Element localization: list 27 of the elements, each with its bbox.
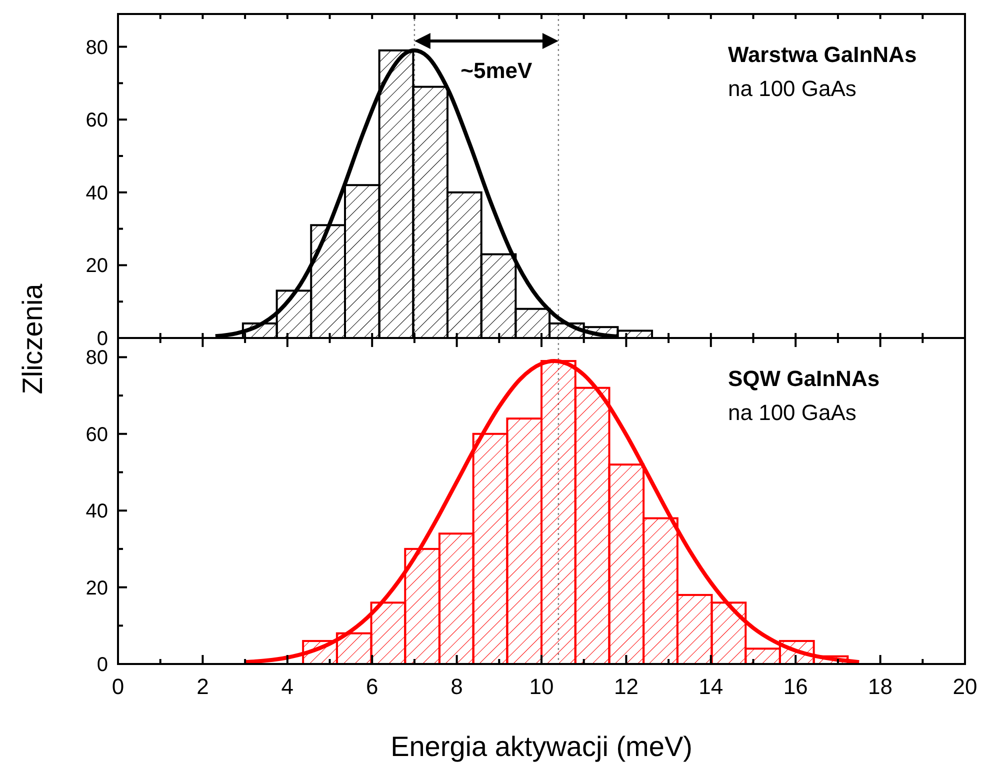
y-tick-label: 20 — [86, 255, 108, 278]
y-tick-label: 80 — [86, 36, 108, 59]
x-tick-label: 16 — [783, 674, 808, 699]
y-tick-label: 40 — [86, 500, 108, 523]
y-tick-label: 20 — [86, 577, 108, 600]
y-tick-label: 0 — [96, 654, 108, 676]
x-axis-title: Energia aktywacji (meV) — [390, 731, 692, 762]
y-tick-label: 40 — [86, 182, 108, 204]
annotation: SQW GaInNAs — [728, 366, 880, 391]
x-tick-label: 14 — [698, 674, 724, 699]
y-tick-label: 60 — [86, 424, 108, 446]
annotation: na 100 GaAs — [728, 76, 856, 101]
x-tick-label: 8 — [450, 674, 463, 699]
annotation: ~5meV — [460, 58, 533, 83]
y-tick-label: 60 — [86, 110, 108, 132]
x-tick-label: 10 — [529, 674, 554, 699]
y-axis-title: Zliczenia — [17, 283, 48, 394]
x-tick-label: 2 — [196, 674, 209, 699]
x-tick-label: 6 — [366, 674, 378, 699]
y-tick-label: 80 — [86, 347, 108, 370]
x-tick-label: 4 — [281, 674, 294, 699]
x-tick-label: 18 — [868, 674, 893, 699]
annotation: Warstwa GaInNAs — [728, 42, 917, 67]
x-tick-label: 20 — [952, 674, 978, 699]
x-tick-label: 12 — [614, 674, 638, 699]
annotation: na 100 GaAs — [728, 400, 856, 425]
y-tick-label: 0 — [96, 328, 108, 350]
